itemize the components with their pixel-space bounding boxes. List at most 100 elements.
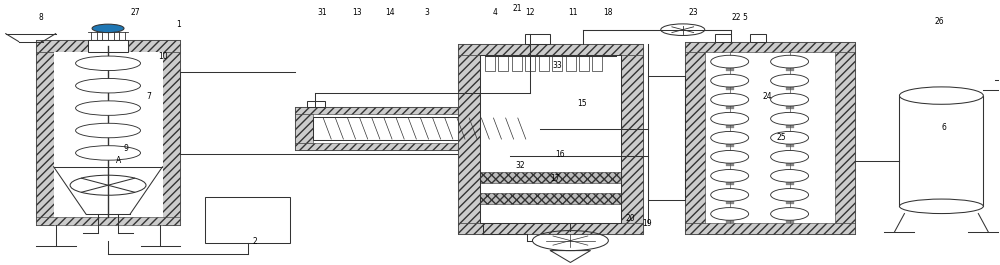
Bar: [786, 119, 794, 128]
Text: 5: 5: [742, 13, 747, 22]
Bar: [786, 100, 794, 109]
Text: 4: 4: [493, 8, 497, 17]
Bar: [726, 138, 734, 147]
Ellipse shape: [711, 74, 749, 87]
Ellipse shape: [771, 55, 809, 68]
Bar: [458, 44, 643, 234]
Bar: [592, 55, 602, 70]
Bar: [579, 55, 589, 70]
Ellipse shape: [771, 74, 809, 87]
Bar: [88, 40, 128, 52]
Bar: [480, 193, 621, 204]
Bar: [726, 195, 734, 204]
Ellipse shape: [711, 93, 749, 106]
Text: 3: 3: [425, 8, 430, 17]
Ellipse shape: [711, 131, 749, 144]
Bar: [726, 81, 734, 90]
Bar: [621, 55, 643, 223]
Bar: [786, 138, 794, 147]
Text: 21: 21: [512, 4, 522, 13]
Text: 11: 11: [568, 8, 578, 17]
Text: 1: 1: [176, 20, 181, 29]
Bar: [36, 217, 180, 225]
Text: 9: 9: [123, 144, 128, 153]
Ellipse shape: [771, 189, 809, 201]
Bar: [458, 55, 480, 223]
Text: 8: 8: [38, 13, 43, 22]
Text: 20: 20: [625, 214, 635, 223]
Ellipse shape: [76, 101, 140, 115]
Ellipse shape: [711, 151, 749, 163]
Bar: [36, 52, 54, 225]
Circle shape: [92, 24, 124, 33]
Bar: [162, 52, 180, 225]
Ellipse shape: [76, 146, 140, 160]
Text: 17: 17: [550, 174, 560, 183]
Bar: [36, 40, 180, 225]
Bar: [786, 157, 794, 166]
Text: 24: 24: [763, 92, 772, 101]
Ellipse shape: [711, 207, 749, 220]
Text: 13: 13: [352, 8, 362, 17]
Text: 25: 25: [777, 133, 786, 142]
Bar: [835, 52, 855, 223]
Bar: [525, 34, 550, 44]
Bar: [726, 214, 734, 223]
Bar: [685, 42, 855, 52]
Ellipse shape: [771, 131, 809, 144]
Ellipse shape: [771, 112, 809, 125]
Text: 16: 16: [555, 151, 565, 160]
Bar: [726, 119, 734, 128]
Bar: [520, 114, 540, 143]
Ellipse shape: [899, 87, 983, 104]
Bar: [36, 40, 180, 52]
Ellipse shape: [771, 170, 809, 182]
Bar: [566, 55, 576, 70]
Bar: [498, 55, 508, 70]
Bar: [295, 143, 540, 150]
Bar: [726, 100, 734, 109]
Text: 14: 14: [385, 8, 395, 17]
Ellipse shape: [771, 151, 809, 163]
Bar: [899, 96, 983, 206]
Text: 31: 31: [317, 8, 327, 17]
Bar: [458, 223, 643, 234]
Ellipse shape: [711, 189, 749, 201]
Bar: [295, 107, 540, 150]
Bar: [205, 197, 290, 243]
Text: A: A: [116, 156, 121, 165]
Text: 10: 10: [159, 52, 168, 61]
Text: 6: 6: [942, 123, 947, 132]
Bar: [295, 114, 313, 143]
Ellipse shape: [711, 112, 749, 125]
Bar: [313, 117, 540, 140]
Bar: [539, 55, 549, 70]
Ellipse shape: [899, 199, 983, 214]
Bar: [715, 34, 731, 42]
Bar: [786, 214, 794, 223]
Bar: [786, 195, 794, 204]
Bar: [295, 107, 540, 114]
Text: 22: 22: [732, 13, 741, 22]
Text: 27: 27: [131, 8, 140, 17]
Bar: [726, 62, 734, 71]
Bar: [726, 176, 734, 186]
Ellipse shape: [711, 55, 749, 68]
Bar: [685, 52, 705, 223]
Text: 18: 18: [603, 8, 613, 17]
Bar: [786, 81, 794, 90]
Bar: [480, 172, 621, 183]
Ellipse shape: [771, 207, 809, 220]
Text: 19: 19: [642, 219, 652, 228]
Text: 7: 7: [146, 92, 151, 101]
Bar: [552, 55, 562, 70]
Bar: [480, 55, 621, 223]
Ellipse shape: [711, 170, 749, 182]
Text: 26: 26: [935, 17, 944, 26]
Bar: [786, 62, 794, 71]
Bar: [525, 55, 535, 70]
Bar: [54, 52, 162, 225]
Bar: [750, 34, 766, 42]
Bar: [485, 55, 495, 70]
Ellipse shape: [76, 56, 140, 70]
